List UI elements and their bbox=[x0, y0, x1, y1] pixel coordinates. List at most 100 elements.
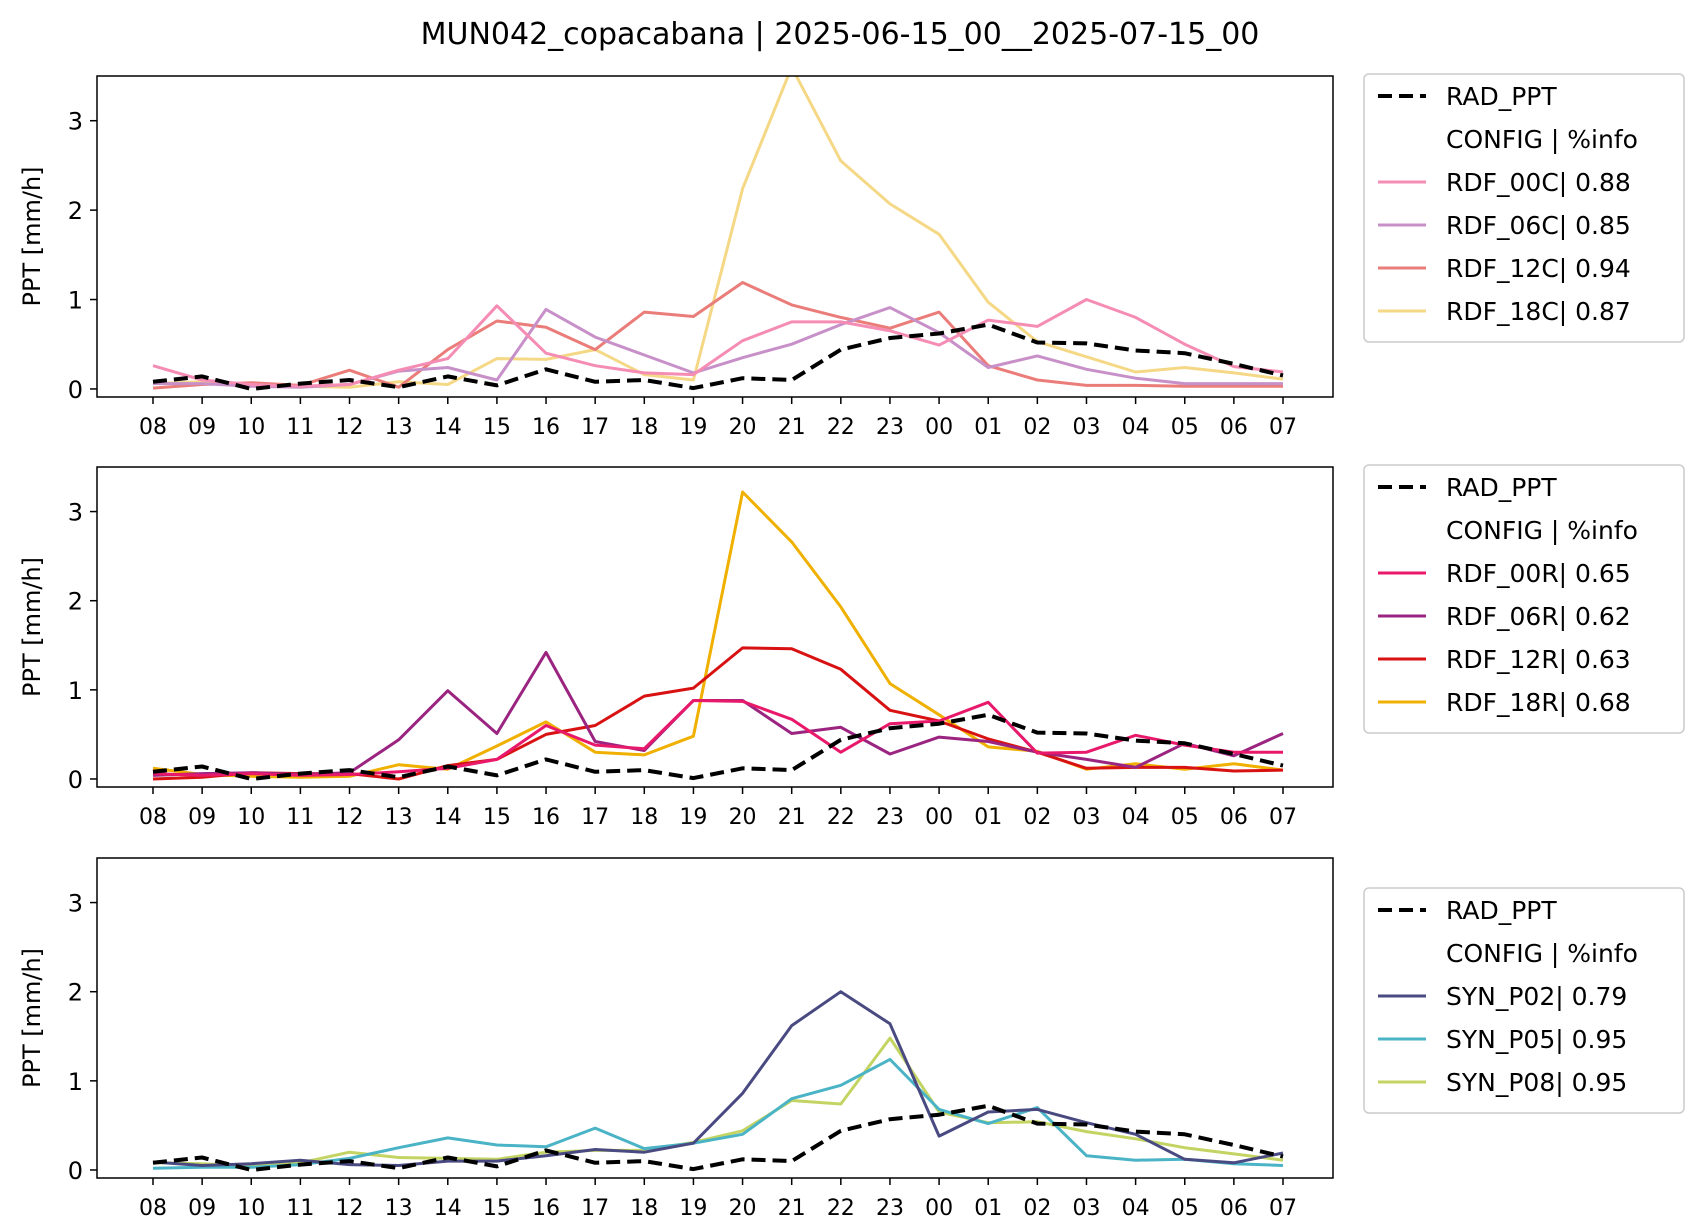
x-tick-label: 09 bbox=[188, 415, 216, 440]
y-tick-label: 2 bbox=[68, 979, 83, 1007]
x-tick-label: 16 bbox=[532, 1196, 560, 1221]
legend-entry: RAD_PPT bbox=[1446, 473, 1557, 502]
legend-frame bbox=[1363, 887, 1685, 1114]
x-tick-label: 08 bbox=[139, 1196, 167, 1221]
x-tick-label: 21 bbox=[778, 415, 806, 440]
x-tick-label: 10 bbox=[237, 1196, 265, 1221]
x-tick-label: 07 bbox=[1269, 1196, 1297, 1221]
x-tick-label: 06 bbox=[1220, 415, 1248, 440]
x-tick-label: 08 bbox=[139, 805, 167, 830]
x-tick-label: 07 bbox=[1269, 805, 1297, 830]
x-tick-label: 13 bbox=[385, 805, 413, 830]
x-tick-label: 12 bbox=[336, 1196, 364, 1221]
x-tick-label: 11 bbox=[286, 415, 314, 440]
legend-entry: RDF_00R| 0.65 bbox=[1446, 559, 1631, 588]
x-tick-label: 01 bbox=[974, 805, 1002, 830]
legend-entry: CONFIG | %info bbox=[1446, 516, 1638, 545]
legend-entry: RAD_PPT bbox=[1446, 82, 1557, 111]
series-lines bbox=[152, 490, 1284, 781]
x-tick-label: 05 bbox=[1171, 805, 1199, 830]
x-tick-label: 20 bbox=[729, 1196, 757, 1221]
y-tick-label: 0 bbox=[68, 376, 83, 404]
x-tick-label: 21 bbox=[778, 805, 806, 830]
x-tick-label: 13 bbox=[385, 1196, 413, 1221]
x-tick-label: 23 bbox=[876, 415, 904, 440]
x-tick-label: 09 bbox=[188, 805, 216, 830]
x-tick-label: 05 bbox=[1171, 1196, 1199, 1221]
series-line-rad-ppt bbox=[152, 1103, 1284, 1172]
legend-entry: RDF_18C| 0.87 bbox=[1446, 297, 1631, 326]
figure-title: MUN042_copacabana | 2025-06-15_00__2025-… bbox=[421, 17, 1260, 52]
series-line-syn-p05 bbox=[152, 1057, 1284, 1170]
y-tick-label: 3 bbox=[68, 499, 83, 527]
x-tick-label: 15 bbox=[483, 805, 511, 830]
legend-entry: SYN_P05| 0.95 bbox=[1446, 1025, 1627, 1054]
x-tick-label: 00 bbox=[925, 1196, 953, 1221]
x-tick-label: 04 bbox=[1122, 805, 1150, 830]
x-tick-label: 13 bbox=[385, 415, 413, 440]
series-line-rdf-00r bbox=[152, 699, 1283, 777]
series-line-rad-ppt bbox=[152, 322, 1284, 391]
series-line-syn-p08 bbox=[152, 1036, 1284, 1168]
legend-entry: RAD_PPT bbox=[1446, 896, 1557, 925]
x-tick-label: 02 bbox=[1023, 1196, 1051, 1221]
x-tick-label: 15 bbox=[483, 1196, 511, 1221]
legend-entry: RDF_06R| 0.62 bbox=[1446, 602, 1631, 631]
y-tick-label: 1 bbox=[68, 677, 83, 705]
x-tick-label: 11 bbox=[286, 1196, 314, 1221]
x-tick-label: 00 bbox=[925, 805, 953, 830]
x-tick-label: 11 bbox=[286, 805, 314, 830]
axes-frame bbox=[96, 857, 1334, 1179]
legend-entry: RDF_18R| 0.68 bbox=[1446, 688, 1631, 717]
x-tick-label: 00 bbox=[925, 415, 953, 440]
y-tick-label: 0 bbox=[68, 766, 83, 794]
x-tick-label: 07 bbox=[1269, 415, 1297, 440]
x-tick-label: 17 bbox=[581, 415, 609, 440]
x-tick-label: 01 bbox=[974, 1196, 1002, 1221]
x-tick-label: 15 bbox=[483, 415, 511, 440]
y-tick-label: 1 bbox=[68, 287, 83, 315]
x-tick-label: 20 bbox=[729, 805, 757, 830]
x-tick-label: 23 bbox=[876, 805, 904, 830]
legend-entry: RDF_12C| 0.94 bbox=[1446, 254, 1631, 283]
x-tick-label: 01 bbox=[974, 415, 1002, 440]
x-tick-label: 02 bbox=[1023, 805, 1051, 830]
x-tick-label: 19 bbox=[679, 805, 707, 830]
x-tick-label: 09 bbox=[188, 1196, 216, 1221]
series-lines bbox=[152, 76, 1284, 391]
x-tick-label: 08 bbox=[139, 415, 167, 440]
legend-frame bbox=[1363, 464, 1685, 734]
x-tick-label: 20 bbox=[729, 415, 757, 440]
legend-entry: CONFIG | %info bbox=[1446, 939, 1638, 968]
series-line-rdf-12r bbox=[152, 646, 1284, 781]
x-tick-label: 10 bbox=[237, 805, 265, 830]
x-tick-label: 18 bbox=[630, 415, 658, 440]
x-tick-label: 21 bbox=[778, 1196, 806, 1221]
x-tick-label: 16 bbox=[532, 415, 560, 440]
y-tick-label: 3 bbox=[68, 108, 83, 136]
x-tick-label: 06 bbox=[1220, 1196, 1248, 1221]
series-line-rdf-18c bbox=[152, 76, 1284, 389]
series-line-rad-ppt bbox=[152, 712, 1284, 781]
legend: RAD_PPT CONFIG | %info RDF_00R| 0.65 RDF_06… bbox=[1363, 464, 1685, 734]
x-tick-label: 17 bbox=[581, 805, 609, 830]
y-axis-label: PPT [mm/h] bbox=[18, 166, 46, 306]
x-tick-label: 04 bbox=[1122, 415, 1150, 440]
x-tick-label: 14 bbox=[434, 805, 462, 830]
x-tick-label: 03 bbox=[1072, 415, 1100, 440]
x-tick-label: 18 bbox=[630, 1196, 658, 1221]
axes-frame bbox=[96, 75, 1334, 398]
y-tick-label: 3 bbox=[68, 890, 83, 918]
x-tick-label: 18 bbox=[630, 805, 658, 830]
y-tick-label: 1 bbox=[68, 1068, 83, 1096]
x-tick-label: 23 bbox=[876, 1196, 904, 1221]
y-tick-label: 2 bbox=[68, 588, 83, 616]
legend-entry: CONFIG | %info bbox=[1446, 125, 1638, 154]
y-axis-label: PPT [mm/h] bbox=[18, 557, 46, 697]
y-tick-label: 2 bbox=[68, 197, 83, 225]
x-tick-label: 17 bbox=[581, 1196, 609, 1221]
series-line-rdf-06c bbox=[153, 306, 1283, 389]
